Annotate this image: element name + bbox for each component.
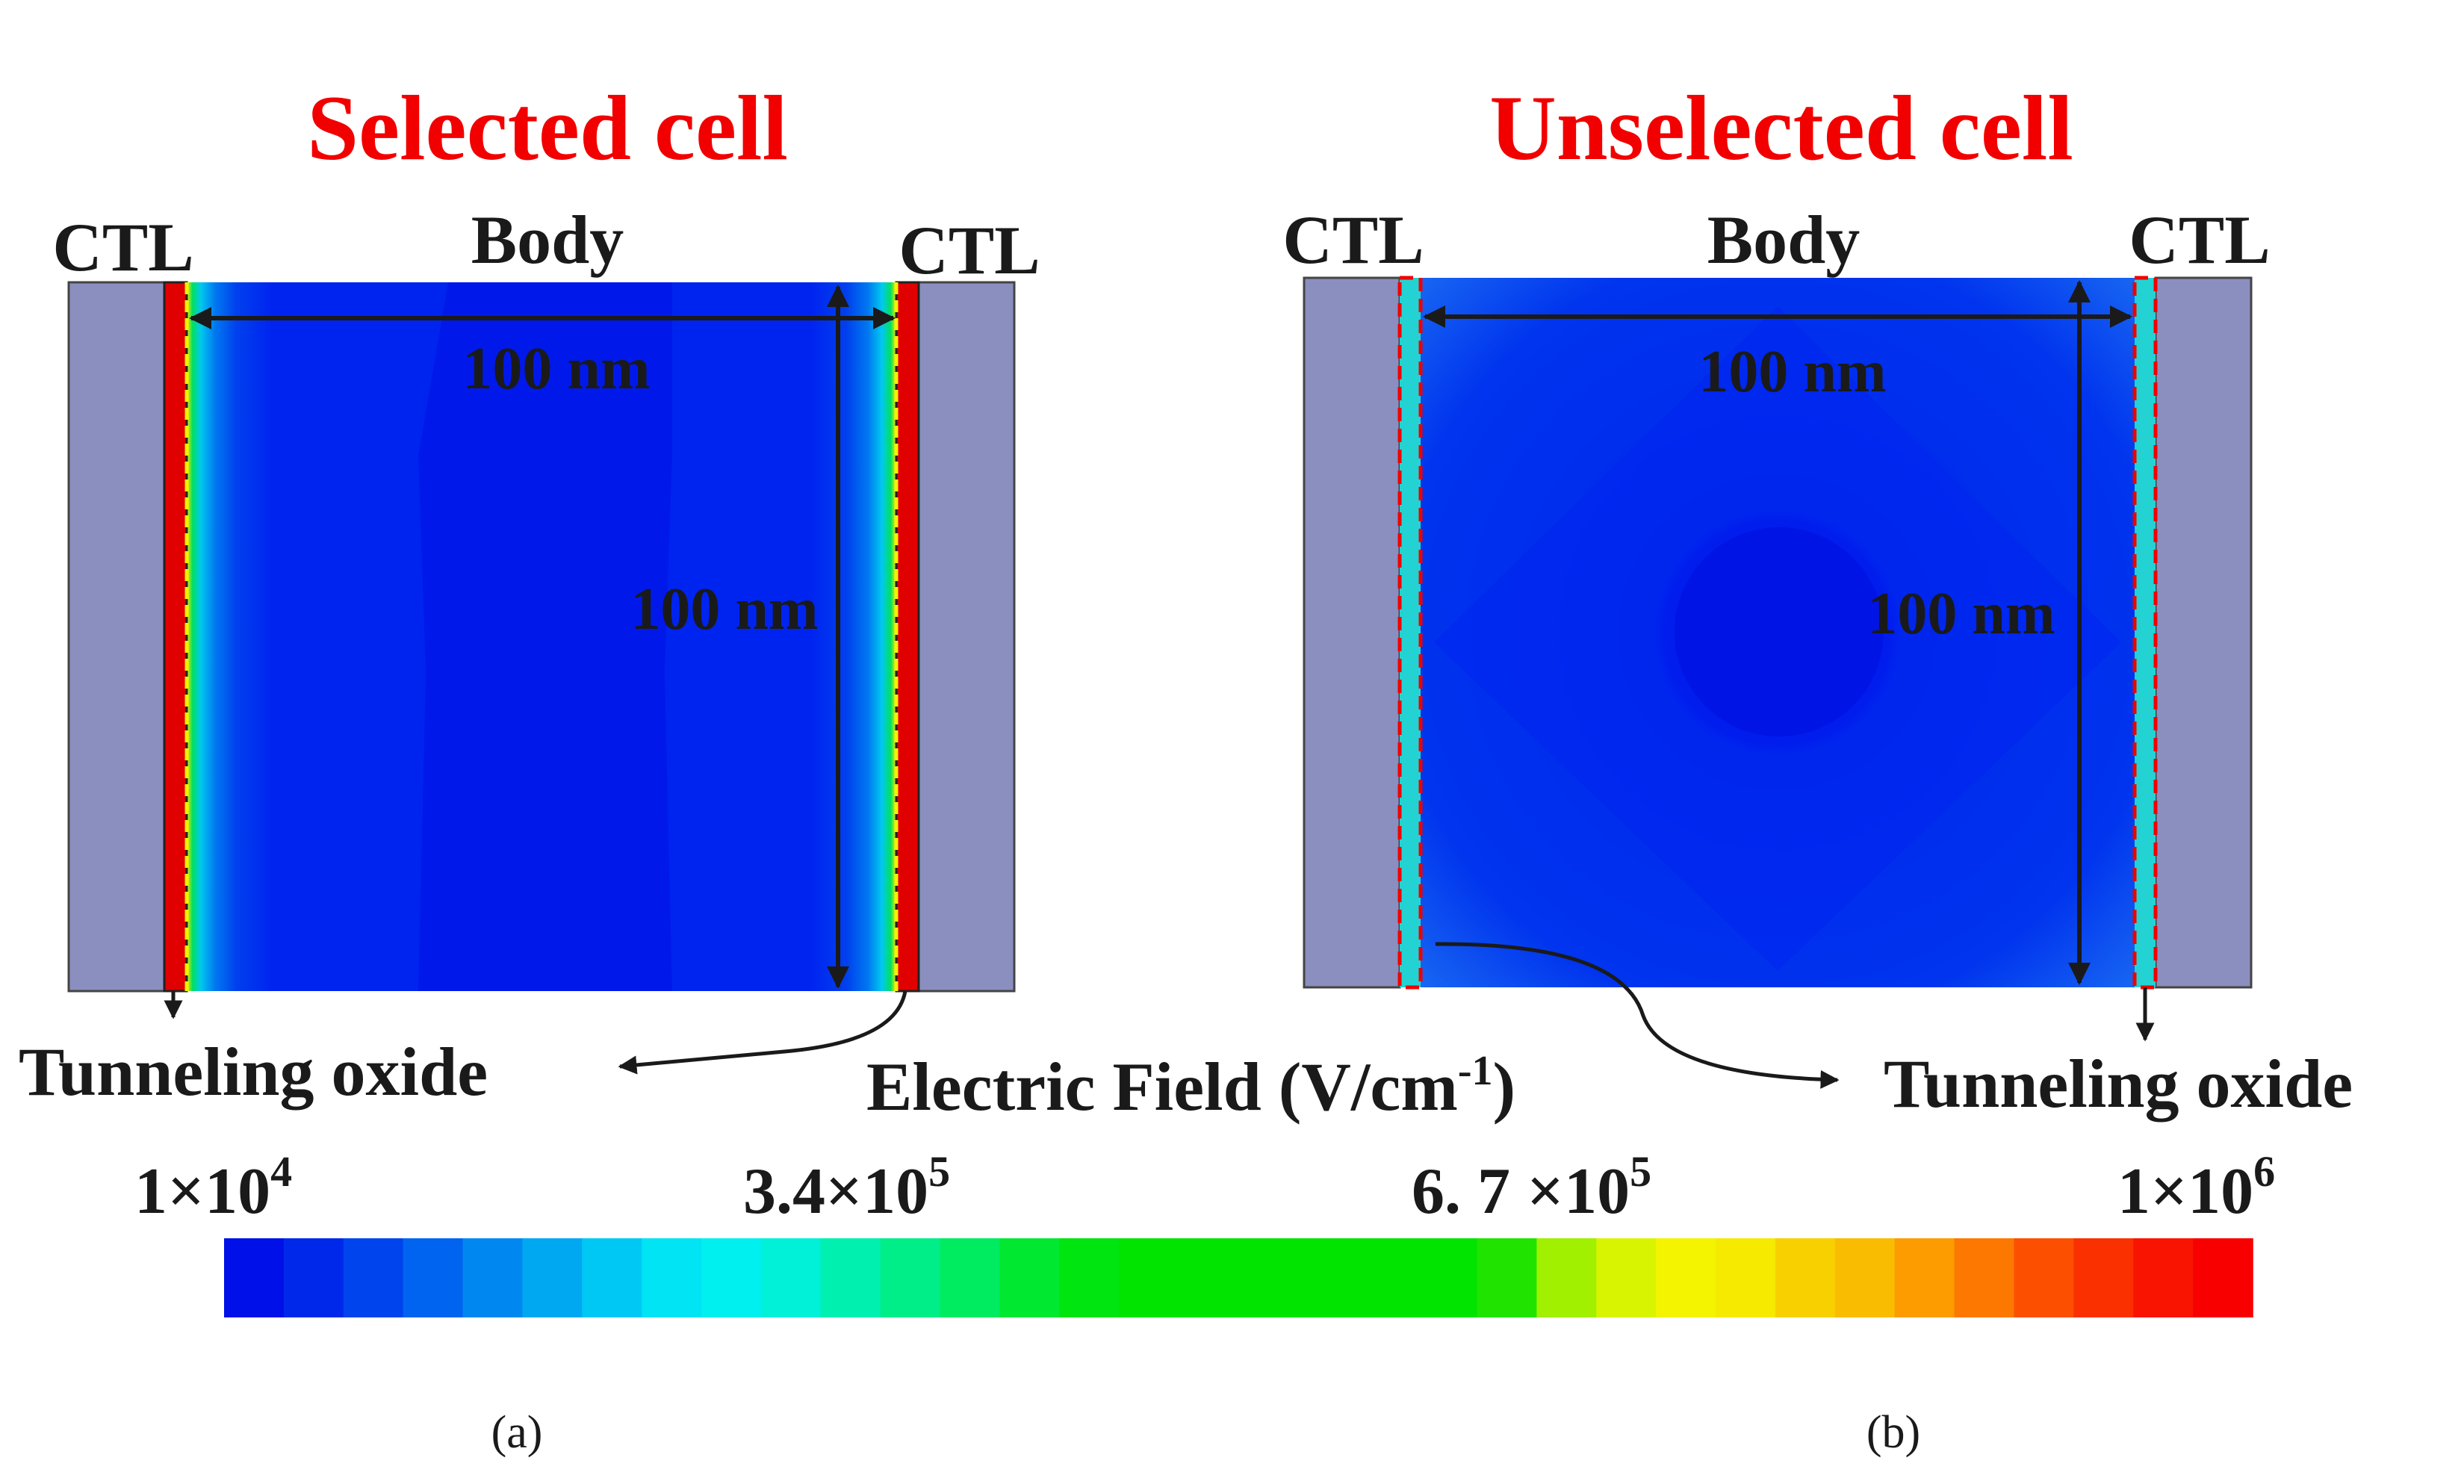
colorbar-gradient <box>224 1238 2253 1317</box>
colorbar-tick-label-3: 1×106 <box>2117 1147 2275 1228</box>
colorbar-step-29 <box>1954 1238 2015 1317</box>
panel-b-ctl-right-block <box>2154 276 2253 989</box>
colorbar-step-33 <box>2193 1238 2253 1317</box>
panel-a-ctl-left-label: CTL <box>52 209 193 285</box>
colorbar-title-main: Electric Field (V/cm <box>866 1049 1458 1125</box>
colorbar-step-25 <box>1716 1238 1776 1317</box>
colorbar-title-superscript: -1 <box>1458 1048 1493 1094</box>
panel-a-tunneling-oxide-label: Tunneling oxide <box>19 1034 488 1110</box>
panel-b-central-low-field-region <box>1675 527 1884 736</box>
colorbar-step-20 <box>1417 1238 1478 1317</box>
colorbar-step-17 <box>1238 1238 1299 1317</box>
colorbar-tick-exponent-0: 4 <box>270 1147 292 1196</box>
panel-a-ctl-right-block <box>917 281 1016 993</box>
colorbar-tick-mantissa-0: 1×10 <box>134 1155 270 1228</box>
colorbar-step-9 <box>760 1238 822 1317</box>
panel-a-selected-cell: Selected cell CTL Body CTL 100 nm 100 nm… <box>19 77 1040 1458</box>
panel-b-title: Unselected cell <box>1489 77 2073 179</box>
colorbar-step-8 <box>701 1238 762 1317</box>
colorbar-tick-label-0: 1×104 <box>134 1147 292 1228</box>
panel-b-oxide-outline-left <box>1397 276 1423 990</box>
colorbar-tick-exponent-3: 6 <box>2253 1147 2275 1196</box>
colorbar-step-3 <box>403 1238 464 1317</box>
colorbar-step-19 <box>1357 1238 1418 1317</box>
colorbar-tick-exponent-2: 5 <box>1630 1147 1651 1196</box>
colorbar-title-close: ) <box>1493 1049 1516 1125</box>
panel-b-unselected-cell: Unselected cell CTL Body CTL 100 nm 100 … <box>1282 77 2353 1458</box>
panel-a-callout-arrow-right <box>618 990 907 1075</box>
colorbar-step-18 <box>1297 1238 1359 1317</box>
colorbar-step-10 <box>820 1238 881 1317</box>
panel-b-ctl-left-label: CTL <box>1282 202 1424 278</box>
panel-b-ctl-left-block <box>1303 276 1401 989</box>
colorbar-step-12 <box>940 1238 1001 1317</box>
colorbar-step-1 <box>283 1238 344 1317</box>
colorbar-step-5 <box>522 1238 583 1317</box>
colorbar-tick-mantissa-3: 1×10 <box>2117 1155 2253 1228</box>
panel-b-body-label: Body <box>1707 202 1861 278</box>
colorbar-step-32 <box>2133 1238 2194 1317</box>
colorbar-step-16 <box>1179 1238 1239 1317</box>
colorbar: Electric Field (V/cm-1) 1×104 3.4×105 6. 7… <box>134 1048 2275 1317</box>
panel-b-width-dimension-label: 100 nm <box>1698 339 1886 405</box>
panel-a-height-dimension-label: 100 nm <box>630 577 818 642</box>
colorbar-tick-labels: 1×104 3.4×105 6. 7 ×105 1×106 <box>134 1147 2275 1228</box>
colorbar-step-0 <box>224 1238 285 1317</box>
colorbar-step-26 <box>1775 1238 1836 1317</box>
colorbar-step-14 <box>1059 1238 1120 1317</box>
colorbar-tick-label-1: 3.4×105 <box>743 1147 950 1228</box>
panel-b-tunneling-oxide-right <box>2135 278 2156 987</box>
colorbar-step-22 <box>1536 1238 1598 1317</box>
panel-a-tunneling-oxide-left <box>163 281 188 993</box>
panel-b-caption: (b) <box>1866 1407 1920 1458</box>
panel-a-ctl-left-block <box>67 281 166 993</box>
panel-b-ctl-right-label: CTL <box>2129 202 2270 278</box>
panel-b-callout-arrow-left <box>1435 942 1840 1089</box>
colorbar-step-21 <box>1477 1238 1538 1317</box>
colorbar-step-23 <box>1596 1238 1657 1317</box>
panel-a-caption: (a) <box>491 1407 543 1458</box>
colorbar-step-24 <box>1656 1238 1716 1317</box>
colorbar-step-6 <box>582 1238 642 1317</box>
panel-a-tunneling-oxide-right <box>895 281 920 993</box>
colorbar-tick-mantissa-2: 6. 7 ×10 <box>1412 1155 1630 1228</box>
colorbar-step-2 <box>343 1238 404 1317</box>
colorbar-step-27 <box>1834 1238 1896 1317</box>
colorbar-title: Electric Field (V/cm-1) <box>866 1048 1515 1125</box>
panel-b-tunneling-oxide-label: Tunneling oxide <box>1884 1046 2353 1122</box>
panel-b-tunneling-oxide-left <box>1400 278 1421 987</box>
colorbar-step-28 <box>1894 1238 1955 1317</box>
panel-a-width-dimension-label: 100 nm <box>462 336 650 402</box>
colorbar-step-7 <box>642 1238 702 1317</box>
colorbar-step-13 <box>999 1238 1061 1317</box>
panel-a-ctl-right-label: CTL <box>899 212 1040 288</box>
colorbar-step-4 <box>462 1238 524 1317</box>
colorbar-step-30 <box>2014 1238 2075 1317</box>
panel-a-central-low-field-region <box>418 282 672 991</box>
colorbar-step-15 <box>1119 1238 1179 1317</box>
colorbar-tick-label-2: 6. 7 ×105 <box>1412 1147 1651 1228</box>
colorbar-tick-mantissa-1: 3.4×10 <box>743 1155 928 1228</box>
colorbar-step-31 <box>2073 1238 2135 1317</box>
panel-a-title: Selected cell <box>307 77 788 179</box>
colorbar-step-11 <box>880 1238 941 1317</box>
panel-a-body-label: Body <box>471 202 624 278</box>
panel-b-height-dimension-label: 100 nm <box>1867 581 2055 647</box>
colorbar-tick-exponent-1: 5 <box>928 1147 950 1196</box>
